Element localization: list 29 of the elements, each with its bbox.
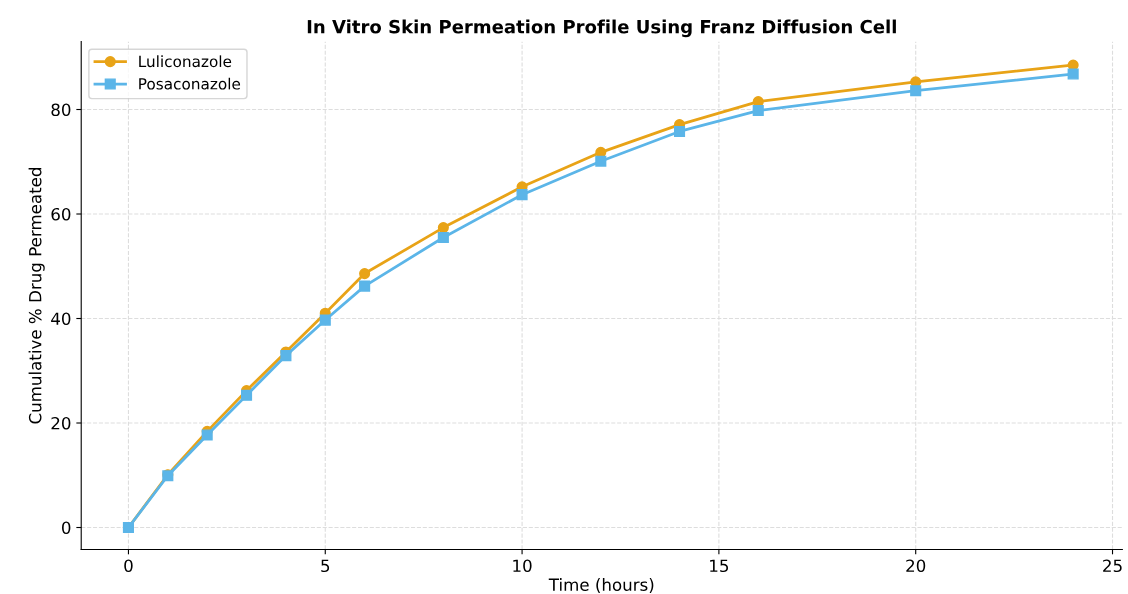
x-tick-label: 10 [513, 559, 532, 573]
legend-label: Posaconazole [139, 77, 241, 90]
x-tick-label: 25 [1103, 559, 1122, 573]
point [910, 85, 922, 97]
y-axis-title: Cumulative % Drug Permeated [28, 168, 45, 424]
point [359, 268, 371, 280]
point [437, 231, 449, 244]
point [201, 429, 213, 441]
point [516, 189, 528, 201]
legend-label: Luliconazole [139, 55, 232, 68]
point [673, 125, 686, 138]
y-tick-label: 40 [51, 312, 71, 326]
point [280, 350, 292, 362]
point [595, 155, 607, 167]
y-tick-label: 0 [61, 521, 71, 535]
point [1067, 68, 1079, 80]
x-tick-label: 5 [321, 559, 330, 573]
x-tick-label: 0 [124, 559, 133, 573]
x-axis-title: Time (hours) [548, 578, 654, 593]
y-tick-label: 20 [51, 416, 71, 430]
y-tick-label: 80 [51, 103, 71, 117]
point [359, 280, 371, 292]
y-tick-label: 60 [51, 207, 71, 221]
point [752, 104, 764, 117]
x-tick-label: 20 [906, 559, 926, 573]
point [319, 314, 331, 326]
x-tick-label: 15 [710, 559, 729, 573]
chart-title: In Vitro Skin Permeation Profile Using Franz Diffusion Cell [307, 19, 896, 38]
point [240, 389, 253, 401]
